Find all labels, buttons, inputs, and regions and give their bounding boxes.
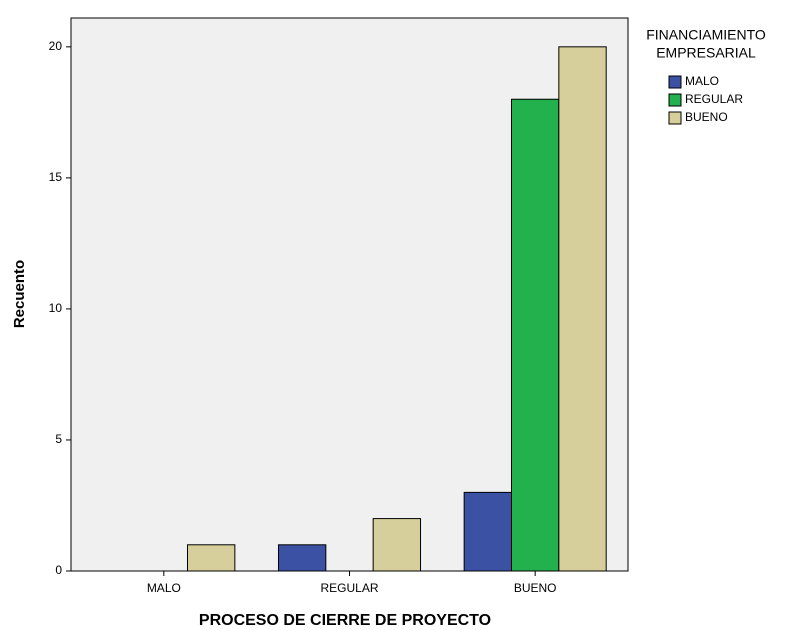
y-tick-label: 5 bbox=[55, 432, 62, 446]
y-tick-label: 0 bbox=[55, 563, 62, 577]
legend-title: EMPRESARIAL bbox=[656, 45, 756, 61]
bar bbox=[463, 491, 512, 572]
bar bbox=[558, 46, 607, 572]
legend-title: FINANCIAMIENTO bbox=[646, 27, 766, 43]
legend-swatch bbox=[668, 111, 682, 125]
bar bbox=[277, 544, 327, 572]
x-tick-label: MALO bbox=[147, 581, 181, 595]
x-axis-label: PROCESO DE CIERRE DE PROYECTO bbox=[199, 612, 491, 629]
bar bbox=[372, 518, 422, 572]
bar bbox=[187, 544, 236, 572]
bar bbox=[510, 98, 560, 572]
y-tick-label: 15 bbox=[49, 170, 63, 184]
y-axis-label: Recuento bbox=[11, 260, 28, 328]
y-tick-label: 10 bbox=[49, 301, 63, 315]
legend-swatch bbox=[668, 75, 682, 89]
legend-label: BUENO bbox=[685, 110, 728, 124]
x-tick-label: REGULAR bbox=[320, 581, 378, 595]
legend-swatch bbox=[668, 93, 682, 107]
x-tick-label: BUENO bbox=[514, 581, 557, 595]
y-tick-label: 20 bbox=[49, 39, 63, 53]
legend-label: MALO bbox=[685, 74, 719, 88]
legend-label: REGULAR bbox=[685, 92, 743, 106]
